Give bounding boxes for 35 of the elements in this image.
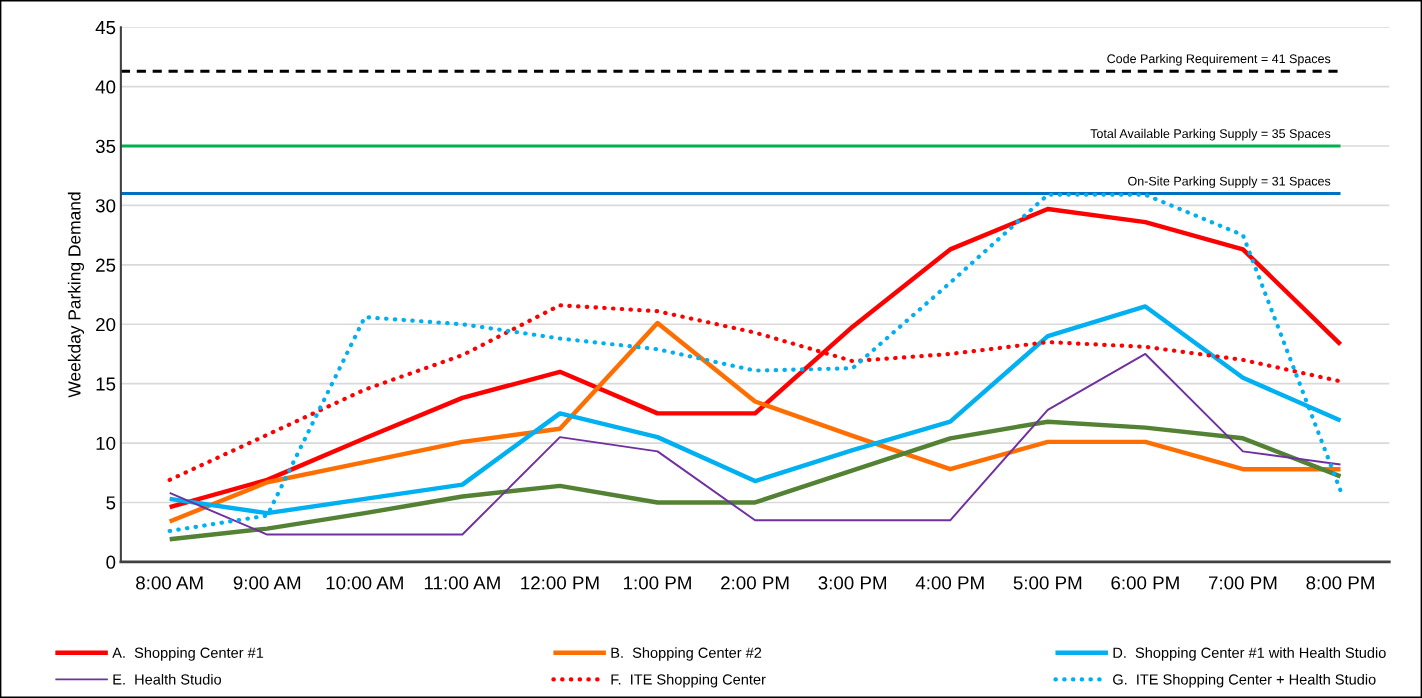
x-tick-label: 11:00 AM (424, 576, 500, 590)
x-tick-label: 6:00 PM (1111, 576, 1179, 590)
x-tick-label: 3:00 PM (818, 576, 887, 590)
ref-line-label: On-Site Parking Supply = 31 Spaces (1128, 176, 1331, 189)
x-tick-label: 1:00 PM (624, 576, 691, 590)
legend-label: E. Health Studio (113, 673, 222, 685)
x-tick-label: 10:00 AM (326, 576, 403, 590)
legend-label: A. Shopping Center #1 (112, 647, 264, 661)
line-series (167, 419, 1343, 542)
y-tick-label: 35 (95, 139, 116, 154)
x-tick-label: 8:00 PM (1306, 576, 1374, 590)
y-tick-label: 0 (106, 555, 116, 569)
ref-line-label: Total Available Parking Supply = 35 Spaces (1090, 128, 1331, 141)
line-series (168, 352, 1342, 536)
y-tick-label: 40 (95, 80, 116, 94)
y-tick-label: 30 (95, 199, 116, 213)
y-tick-label: 10 (96, 436, 116, 451)
y-tick-label: 15 (96, 377, 116, 391)
x-tick-label: 7:00 PM (1208, 576, 1277, 590)
y-tick-label: 25 (96, 258, 116, 272)
y-tick-label: 20 (96, 317, 116, 332)
ref-line-label: Code Parking Requirement = 41 Spaces (1107, 53, 1331, 66)
legend-label: B. Shopping Center #2 (611, 647, 762, 661)
x-tick-label: 4:00 PM (915, 576, 984, 590)
x-tick-label: 2:00 PM (721, 576, 789, 590)
y-tick-label: 5 (106, 496, 116, 510)
x-tick-label: 12:00 PM (521, 576, 599, 590)
y-axis-title: Weekday Parking Demand (67, 192, 85, 398)
legend-label: D. Shopping Center #1 with Health Studio (1113, 647, 1386, 661)
x-tick-label: 5:00 PM (1013, 576, 1082, 590)
x-tick-label: 8:00 AM (136, 576, 203, 590)
x-tick-label: 9:00 AM (233, 576, 301, 590)
legend-label: F. ITE Shopping Center (611, 673, 766, 688)
legend-label: G. ITE Shopping Center + Health Studio (1113, 673, 1376, 688)
y-tick-label: 45 (95, 21, 116, 35)
